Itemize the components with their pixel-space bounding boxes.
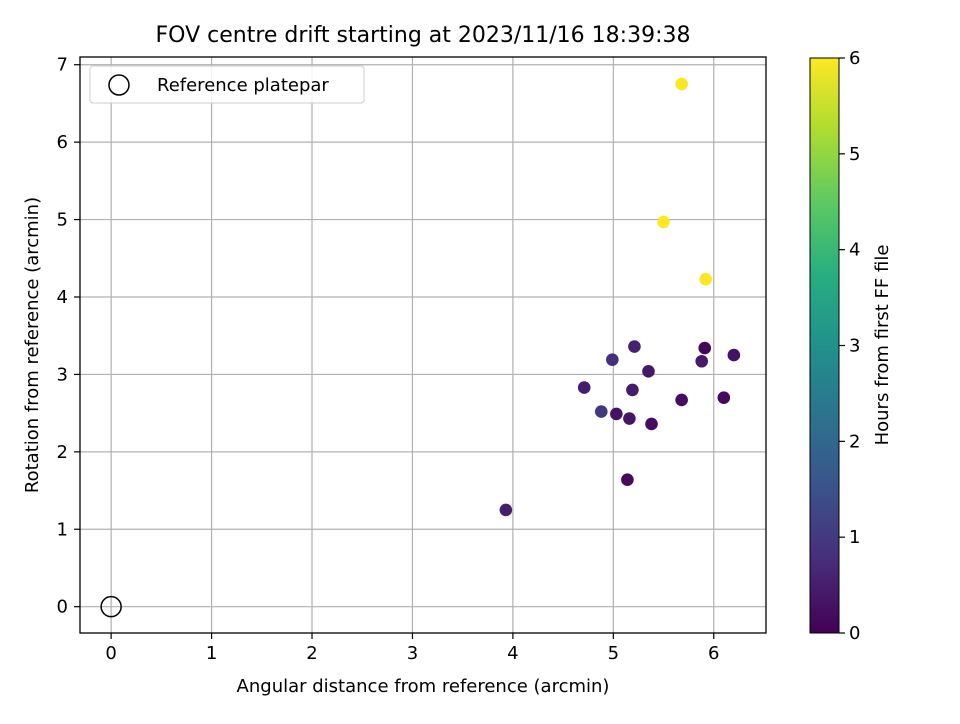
data-point — [657, 215, 670, 229]
colorbar-label: Hours from first FF file — [872, 245, 893, 446]
y-tick-label: 0 — [57, 597, 68, 618]
y-tick-label: 7 — [57, 55, 68, 76]
data-point — [610, 407, 623, 421]
data-point — [645, 417, 658, 431]
reference-platepar-point — [100, 595, 122, 618]
y-tick-label: 1 — [57, 519, 68, 540]
data-point — [621, 473, 634, 487]
colorbar-gradient — [809, 57, 840, 634]
data-point — [642, 365, 655, 378]
colorbar-tick-label: 3 — [849, 336, 860, 357]
colorbar-tick-label: 0 — [849, 623, 860, 644]
colorbar-tick-label: 2 — [849, 431, 860, 452]
data-point — [699, 272, 713, 286]
x-tick-label: 2 — [306, 643, 317, 664]
x-tick-label: 3 — [407, 643, 418, 664]
y-axis-label: Rotation from reference (arcmin) — [22, 197, 43, 493]
x-tick-label: 4 — [507, 643, 518, 664]
data-point — [695, 354, 709, 368]
data-point — [577, 381, 591, 394]
y-tick-label: 5 — [57, 210, 68, 231]
data-point — [698, 341, 712, 355]
data-point — [606, 353, 619, 367]
colorbar-tick-label: 5 — [849, 144, 860, 165]
grid-lines — [80, 57, 766, 633]
y-tick-label: 2 — [57, 442, 68, 463]
axes: 0 1 2 3 4 5 6 0 1 2 3 4 5 6 7 — [57, 55, 720, 664]
plot-frame — [79, 56, 767, 634]
legend-box — [89, 65, 365, 104]
x-tick-label: 6 — [708, 643, 719, 664]
data-point — [628, 340, 641, 353]
x-tick-label: 1 — [206, 643, 217, 664]
colorbar-ticks: 0 1 2 3 4 5 6 — [839, 48, 860, 644]
data-point — [623, 412, 636, 425]
y-tick-label: 4 — [57, 287, 68, 308]
data-point — [499, 503, 513, 517]
x-tick-label: 0 — [105, 643, 116, 664]
legend-reference-marker — [108, 74, 130, 96]
colorbar-tick-label: 6 — [849, 48, 860, 69]
legend-reference-label: Reference platepar — [157, 75, 329, 96]
x-axis-label: Angular distance from reference (arcmin) — [237, 676, 610, 697]
data-point — [727, 348, 741, 362]
data-points — [100, 77, 741, 618]
y-tick-label: 6 — [57, 132, 68, 153]
data-point — [626, 383, 639, 397]
legend: Reference platepar — [89, 65, 365, 104]
colorbar-tick-label: 4 — [849, 240, 860, 261]
colorbar-tick-label: 1 — [849, 527, 860, 548]
data-point — [594, 405, 608, 418]
x-tick-label: 5 — [608, 643, 619, 664]
data-point — [675, 77, 688, 91]
colorbar: 0 1 2 3 4 5 6 Hours from first FF file — [809, 48, 893, 644]
data-point — [717, 391, 731, 404]
chart-title: FOV centre drift starting at 2023/11/16 … — [156, 23, 691, 48]
y-tick-label: 3 — [57, 364, 68, 385]
data-point — [675, 393, 688, 407]
